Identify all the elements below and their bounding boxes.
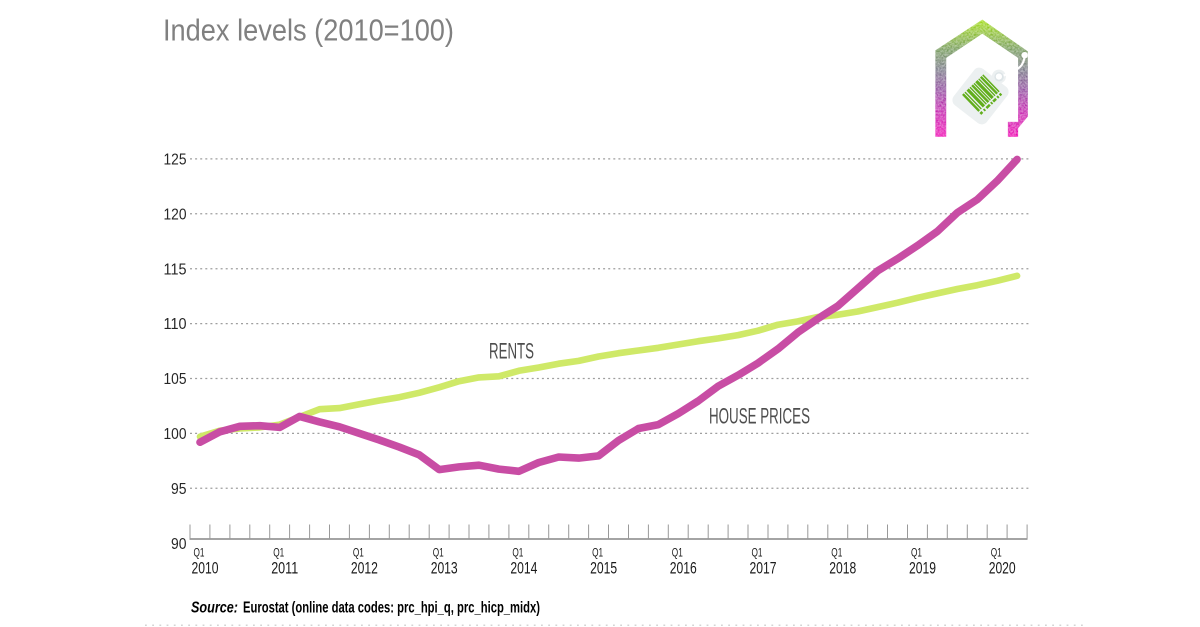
svg-text:95: 95 — [171, 481, 187, 498]
svg-text:2015: 2015 — [590, 560, 617, 578]
svg-text:Q1: Q1 — [194, 548, 205, 560]
svg-text:Eurostat (online data codes: p: Eurostat (online data codes: prc_hpi_q, … — [243, 600, 540, 617]
svg-text:2011: 2011 — [271, 560, 298, 578]
svg-text:Q1: Q1 — [353, 548, 364, 560]
svg-text:Q1: Q1 — [991, 548, 1002, 560]
svg-text:2017: 2017 — [750, 560, 777, 578]
svg-text:125: 125 — [164, 152, 187, 169]
svg-text:Index levels (2010=100): Index levels (2010=100) — [163, 13, 454, 48]
svg-text:90: 90 — [171, 536, 187, 553]
svg-text:Q1: Q1 — [592, 548, 603, 560]
svg-text:Q1: Q1 — [433, 548, 444, 560]
svg-text:120: 120 — [164, 206, 187, 223]
svg-text:Q1: Q1 — [273, 548, 284, 560]
svg-text:Q1: Q1 — [672, 548, 683, 560]
svg-text:Q1: Q1 — [831, 548, 842, 560]
svg-text:HOUSE PRICES: HOUSE PRICES — [709, 404, 810, 429]
svg-text:Q1: Q1 — [911, 548, 922, 560]
svg-text:115: 115 — [164, 261, 187, 278]
svg-text:Q1: Q1 — [752, 548, 763, 560]
svg-text:105: 105 — [164, 371, 187, 388]
svg-text:2020: 2020 — [989, 560, 1016, 578]
svg-text:Source:: Source: — [191, 600, 238, 617]
svg-text:2012: 2012 — [351, 560, 378, 578]
svg-text:RENTS: RENTS — [489, 339, 534, 364]
svg-text:2014: 2014 — [510, 560, 537, 578]
svg-text:110: 110 — [164, 316, 187, 333]
svg-text:2019: 2019 — [909, 560, 936, 578]
svg-text:2018: 2018 — [829, 560, 856, 578]
svg-text:100: 100 — [164, 426, 187, 443]
svg-text:2013: 2013 — [431, 560, 458, 578]
svg-text:Q1: Q1 — [512, 548, 523, 560]
svg-text:2010: 2010 — [192, 560, 219, 578]
svg-text:2016: 2016 — [670, 560, 697, 578]
